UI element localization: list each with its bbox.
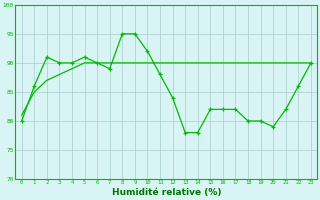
X-axis label: Humidité relative (%): Humidité relative (%) (112, 188, 221, 197)
